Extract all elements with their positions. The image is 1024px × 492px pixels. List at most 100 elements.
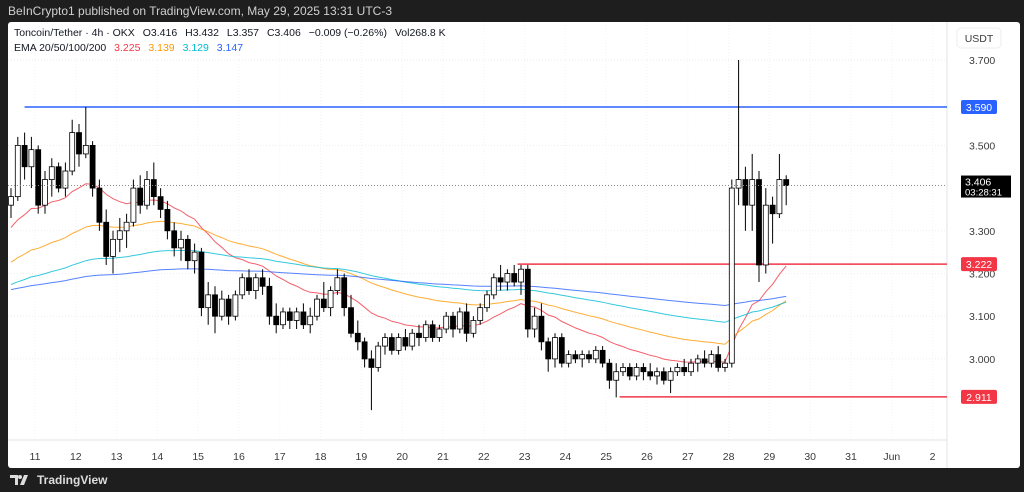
candle-up — [708, 354, 715, 364]
ema-row: EMA 20/50/100/200 3.225 3.139 3.129 3.14… — [14, 41, 451, 56]
candle-up — [749, 179, 756, 206]
candle-down — [450, 315, 456, 330]
candle-down — [35, 149, 42, 206]
publisher-bar: BeInCrypto1 published on TradingView.com… — [0, 0, 1024, 22]
candle-up — [130, 187, 137, 223]
candle-down — [266, 285, 273, 317]
chart-panel[interactable]: Toncoin/Tether · 4h · OKX O3.416 H3.432 … — [8, 22, 1020, 468]
ohlc-row: Toncoin/Tether · 4h · OKX O3.416 H3.432 … — [14, 26, 451, 41]
candle-up — [144, 179, 150, 206]
candle-up — [443, 315, 450, 330]
candle-up — [116, 230, 123, 240]
candle-down — [742, 179, 749, 206]
candle-up — [531, 315, 538, 330]
candle-up — [307, 315, 314, 326]
candle-up — [456, 311, 463, 330]
currency-box — [956, 27, 1002, 49]
current-price-label: 3.406 — [965, 177, 991, 189]
x-tick-label: 26 — [641, 451, 653, 463]
candle-down — [103, 221, 110, 257]
candle-down — [89, 145, 96, 189]
candle-down — [368, 358, 375, 368]
candle-up — [735, 179, 742, 189]
candle-up — [191, 251, 198, 262]
candle-down — [341, 277, 348, 309]
x-tick-label: 17 — [274, 451, 286, 463]
publisher-text: BeInCrypto1 published on TradingView.com… — [8, 4, 392, 18]
x-tick-label: 19 — [356, 451, 368, 463]
ema50-line — [10, 220, 787, 345]
candle-down — [497, 277, 504, 283]
x-tick-label: 16 — [233, 451, 245, 463]
x-tick-label: 15 — [192, 451, 204, 463]
candle-up — [552, 337, 558, 360]
price-chart[interactable]: 3.700 3.500 3.300 3.200 3.100 3.000 11 12 13 14 15… — [8, 22, 1020, 468]
candle-down — [715, 354, 722, 368]
candle-up — [69, 132, 76, 172]
candle-down — [273, 315, 280, 326]
candle-down — [769, 204, 776, 215]
x-tick-label: 22 — [478, 451, 490, 463]
ema20-value: 3.225 — [114, 42, 141, 54]
tradingview-logo-icon — [10, 475, 28, 485]
candle-up — [688, 362, 694, 373]
candle-down — [320, 298, 327, 309]
candle-up — [327, 290, 334, 309]
low-value: L3.357 — [226, 27, 260, 39]
candle-up — [205, 294, 212, 309]
candle-up — [762, 204, 769, 266]
currency-label: USDT — [965, 33, 994, 45]
candle-down — [402, 337, 409, 347]
candle-down — [599, 349, 606, 364]
candle-down — [756, 179, 762, 266]
candle-up — [579, 354, 586, 360]
candle-down — [137, 187, 144, 206]
x-tick-label: 18 — [315, 451, 327, 463]
candle-down — [558, 337, 565, 364]
candle-up — [620, 367, 626, 373]
level-price-tag — [961, 257, 997, 272]
level-price-tag — [961, 99, 997, 114]
candle-up — [178, 238, 184, 249]
candle-down — [184, 238, 191, 262]
candle-down — [150, 179, 157, 198]
candle-down — [416, 332, 422, 338]
change-value: −0.009 (−0.26%) — [308, 27, 387, 39]
candle-up — [422, 324, 429, 338]
candle-up — [280, 311, 286, 326]
x-tick-label: 23 — [519, 451, 531, 463]
candle-down — [361, 341, 368, 360]
x-tick-label: 12 — [70, 451, 82, 463]
candle-up — [82, 145, 89, 155]
candle-up — [694, 358, 701, 364]
candle-down — [647, 371, 654, 377]
candle-up — [48, 166, 55, 180]
level-price-label: 3.222 — [966, 259, 992, 271]
candle-down — [511, 273, 518, 283]
candle-up — [565, 354, 572, 364]
candle-up — [484, 294, 490, 309]
candle-down — [171, 230, 178, 249]
candle-down — [300, 311, 307, 326]
candle-down — [586, 354, 592, 360]
candle-up — [613, 371, 620, 381]
candle-down — [157, 196, 164, 210]
x-tick-label: 21 — [437, 451, 449, 463]
y-tick-label: 3.000 — [969, 354, 995, 366]
candle-up — [14, 145, 21, 198]
ema-label[interactable]: EMA 20/50/100/200 — [14, 42, 107, 54]
candle-up — [334, 277, 341, 291]
level-price-tag — [961, 389, 997, 404]
candle-down — [572, 354, 579, 360]
symbol-label[interactable]: Toncoin/Tether · 4h · OKX — [14, 27, 135, 39]
candle-down — [524, 268, 531, 330]
candle-down — [246, 277, 252, 291]
candle-down — [198, 251, 205, 309]
candle-up — [490, 277, 497, 296]
x-tick-label: 31 — [845, 451, 857, 463]
candle-down — [21, 145, 28, 168]
x-tick-label: 2 — [930, 451, 936, 463]
volume-value: Vol268.8 K — [394, 27, 446, 39]
candle-down — [701, 358, 708, 364]
current-price-tag — [961, 175, 1011, 198]
